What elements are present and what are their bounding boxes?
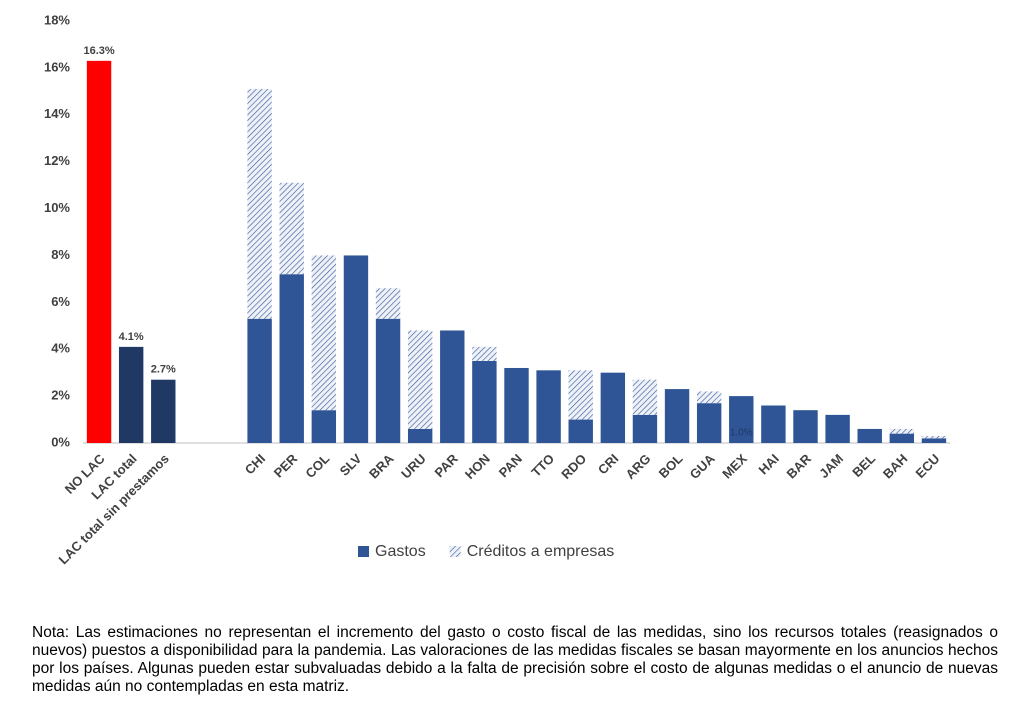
bar-segment [825,414,850,443]
x-tick-label: PAN [496,451,525,480]
data-label: 2.7% [151,364,176,376]
bar-segment [407,428,433,443]
bar-segment [440,330,465,443]
legend-label: Gastos [375,543,426,560]
legend-label: Créditos a empresas [467,543,615,560]
bar-segment [375,288,401,319]
x-tick-label: URU [398,451,429,482]
y-tick-label: 8% [51,247,70,262]
x-tick-label: TTO [528,451,557,480]
bar-segment [375,318,401,443]
y-tick-label: 10% [44,200,70,215]
x-tick-label: GUA [687,451,718,482]
chart: 0%2%4%6%8%10%12%14%16%18%NO LAC16.3%LAC … [44,12,950,567]
bar-segment [793,410,818,443]
x-tick-label: ARG [622,451,653,482]
bar-segment [696,403,722,443]
y-tick-label: 2% [51,388,70,403]
legend-swatch [449,546,461,557]
bar-segment [151,379,176,443]
y-tick-label: 18% [44,12,70,27]
bar-segment [632,379,658,415]
y-tick-label: 16% [44,59,70,74]
bar-segment [343,255,369,443]
bar-segment [921,435,947,439]
x-tick-label: BRA [366,451,397,482]
bar-segment [311,255,337,411]
bar-segment [729,396,754,443]
bar-segment [407,330,433,429]
bar-segment [761,405,786,443]
y-tick-label: 14% [44,106,70,121]
bar-segment [279,274,304,443]
legend-swatch [358,546,369,557]
y-tick-label: 12% [44,153,70,168]
x-tick-label: CHI [242,451,268,477]
bar-segment [568,370,593,420]
data-label: 4.1% [119,331,144,343]
bar-segment [311,410,337,443]
note: Nota: Las estimaciones no representan el… [32,624,998,695]
annotation: 1.0% [730,428,753,439]
bar-segment [889,428,915,434]
bar-segment [279,182,304,275]
x-tick-label: BAH [880,451,911,482]
bar-segment [889,433,915,443]
x-tick-label: HON [462,451,493,482]
data-label: 16.3% [83,45,114,57]
x-tick-label: RDO [558,451,589,482]
x-tick-label: ECU [912,451,942,481]
x-tick-label: BOL [656,451,686,481]
y-tick-label: 6% [51,294,70,309]
y-tick-label: 4% [51,341,70,356]
x-tick-label: JAM [816,451,846,481]
bar-segment [247,318,272,443]
x-tick-label: CRI [595,451,621,477]
bar-segment [536,370,561,443]
x-tick-label: BAR [784,451,815,482]
x-tick-label: MEX [719,451,750,482]
bar-segment [504,367,529,443]
bar-segment [118,346,144,443]
bar-segment [696,391,722,404]
bar-segment [600,372,626,443]
x-tick-label: COL [302,451,332,481]
x-tick-label: BEL [849,451,878,480]
x-tick-label: PER [271,451,301,481]
x-tick-label: SLV [337,451,365,479]
x-tick-label: HAI [756,451,782,477]
bar-segment [568,419,593,443]
bar-segment [664,389,690,443]
bar-segment [472,360,497,443]
bar-segment [247,88,272,319]
bar-segment [857,428,882,443]
x-tick-label: PAR [431,451,461,481]
bar-segment [632,414,658,443]
y-tick-label: 0% [51,434,70,449]
bar-segment [921,438,947,443]
bar-segment [86,60,112,443]
bar-segment [472,346,497,361]
